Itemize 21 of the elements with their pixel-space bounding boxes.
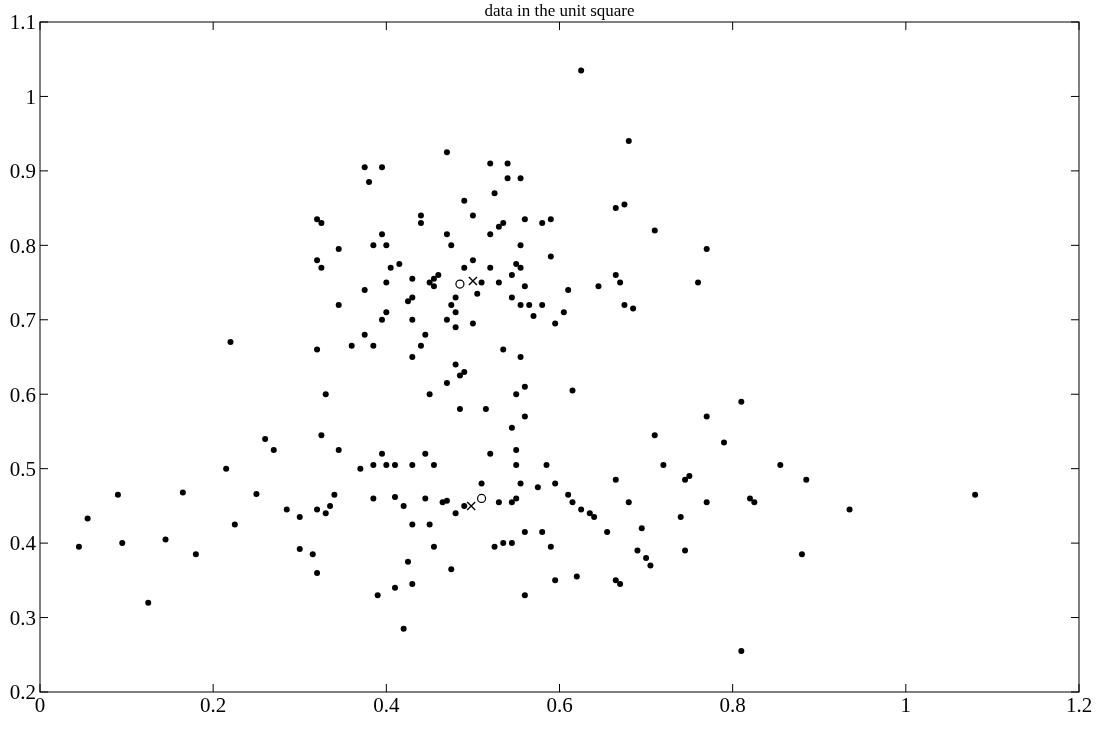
point [466, 501, 476, 511]
x-tick-label: 0.8 [719, 693, 746, 717]
y-tick-label: 0.4 [9, 531, 37, 556]
x-tick-label: 0.4 [373, 693, 400, 717]
x-tick-label: 0.2 [200, 693, 227, 717]
x-tick-label: 0.6 [546, 693, 573, 717]
y-tick-label: 0.9 [9, 159, 36, 184]
chart-title: data in the unit square [484, 1, 635, 20]
y-tick-label: 0.5 [9, 457, 36, 482]
point [476, 493, 487, 504]
y-tick-label: 0.8 [9, 233, 36, 258]
point [468, 276, 478, 286]
point [455, 279, 465, 289]
x-tick-label: 1 [900, 693, 912, 717]
y-tick-label: 0.6 [9, 382, 36, 407]
y-tick-label: 1 [25, 84, 36, 109]
x-tick-label: 0 [34, 693, 46, 717]
x-tick-label: 1.2 [1065, 693, 1093, 717]
y-tick-label: 0.7 [9, 308, 36, 333]
y-tick-label: 0.3 [9, 605, 36, 630]
y-tick-label: 1.1 [9, 10, 36, 35]
